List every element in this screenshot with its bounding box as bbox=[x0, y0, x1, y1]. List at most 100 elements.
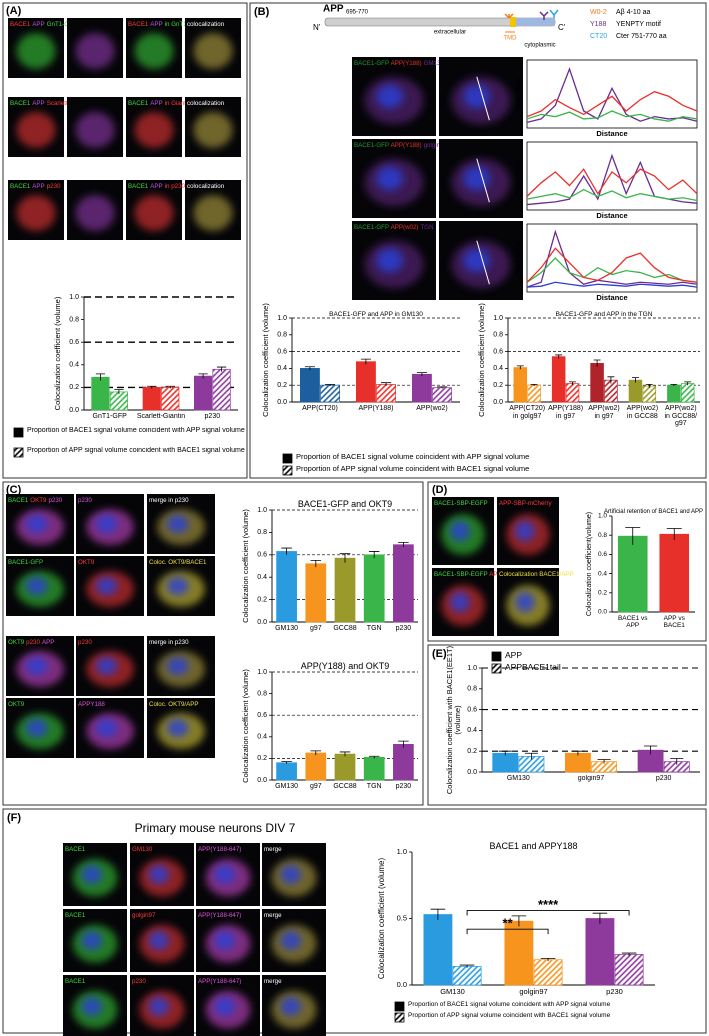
error-bar bbox=[339, 553, 351, 563]
image-label: APP(Y188-647) bbox=[198, 846, 241, 853]
x-tick-label: p230 bbox=[204, 413, 221, 420]
image-label: BACE1-SBP-EGFP bbox=[434, 500, 488, 507]
x-tick-label-box: GCC88 bbox=[333, 783, 356, 790]
image-label: APP(Y188-647) bbox=[198, 912, 241, 919]
bar bbox=[680, 383, 695, 403]
error-bar bbox=[592, 912, 608, 924]
app-diagram: APP 695-770 N' C' extracellular TMD cyto… bbox=[313, 4, 566, 49]
nucleus bbox=[81, 865, 103, 884]
image-label: OKT9 bbox=[8, 701, 25, 708]
label-part: TGN bbox=[420, 224, 433, 231]
legend-label: Proportion of APP signal volume coincide… bbox=[408, 1012, 611, 1019]
bar bbox=[659, 533, 690, 613]
y-axis-label-box: Colocalization coefficient (volume) bbox=[376, 857, 386, 980]
image-label: BACE1 bbox=[65, 912, 86, 919]
x-tick-label-box: GM130 bbox=[440, 988, 465, 996]
w02-marker bbox=[504, 13, 514, 19]
label-part: p230 bbox=[26, 639, 40, 646]
error-bar bbox=[368, 755, 380, 759]
x-tick-label-box: p230 bbox=[656, 775, 672, 782]
error-bar bbox=[511, 915, 527, 927]
x-axis-label: Distance bbox=[596, 211, 627, 220]
x-tick-label: golgin97 bbox=[577, 775, 605, 782]
y-tick-label: 0.2 bbox=[257, 596, 267, 603]
app-name: APP bbox=[323, 4, 344, 15]
label-part: APP(w02) bbox=[391, 224, 419, 231]
y-tick-label: 0.4 bbox=[493, 365, 503, 372]
label-part: BACE1 bbox=[128, 100, 149, 107]
label-part: APP bbox=[150, 21, 162, 28]
x-tick-label: GM130 bbox=[275, 783, 299, 790]
bar bbox=[551, 356, 566, 403]
label-part: in Giantin bbox=[165, 100, 192, 107]
y-tick-label: 0.4 bbox=[69, 362, 79, 369]
y-axis-label: Colocalization coefficient (volume) bbox=[240, 669, 250, 783]
error-bar bbox=[670, 758, 684, 765]
legend-swatch bbox=[13, 447, 24, 458]
y-axis-label-box: Colocalization coefficient (volume) bbox=[241, 509, 250, 623]
nucleus bbox=[25, 719, 48, 737]
bar bbox=[334, 557, 356, 623]
label-part: GM130 bbox=[132, 846, 153, 853]
y-tick-label: 0.0 bbox=[277, 399, 287, 406]
profile-line bbox=[526, 188, 698, 202]
label-part: APP bbox=[150, 183, 162, 190]
label-part: Coloc. OKT9/APP bbox=[149, 701, 199, 708]
legend-swatch bbox=[394, 1012, 405, 1023]
image-label: BACE1 APP GnT1-GFP bbox=[10, 21, 77, 28]
panel-label: (E) bbox=[432, 648, 447, 660]
cell-signal bbox=[134, 33, 174, 69]
bar bbox=[320, 384, 341, 403]
label-part: BACE1 bbox=[65, 846, 86, 853]
x-tick-label-box: APP(wo2) in GCC88 bbox=[627, 405, 659, 420]
legend-swatch bbox=[394, 1001, 405, 1012]
y-tick-label: 1.0 bbox=[277, 315, 287, 322]
neurons-title: Primary mouse neurons DIV 7 bbox=[135, 821, 296, 835]
scan-line bbox=[476, 76, 490, 121]
error-bar bbox=[281, 761, 292, 764]
y-tick-label: 1.0 bbox=[493, 315, 503, 322]
bar bbox=[504, 920, 534, 986]
image-label: APP-SBP-mCherry bbox=[499, 500, 553, 507]
panel-frame bbox=[249, 2, 707, 479]
label-part: p230 bbox=[78, 639, 92, 646]
bar bbox=[91, 376, 110, 411]
legend-swatch bbox=[282, 465, 293, 476]
image-label: GM130 bbox=[132, 846, 153, 853]
x-tick-label-box: APP(CT20) bbox=[302, 405, 338, 412]
label-part: GM130 bbox=[424, 60, 445, 67]
chart-title: BACE1-GFP and APP in GM130 bbox=[329, 310, 423, 318]
panel-label: (D) bbox=[432, 484, 448, 496]
label-part: OKT9 bbox=[8, 639, 25, 646]
x-tick-label-box: APP vs BACE1 bbox=[664, 615, 685, 629]
bar bbox=[565, 383, 580, 403]
significance-bracket bbox=[466, 910, 630, 916]
label-part: BACE1 bbox=[65, 978, 86, 985]
error-bar bbox=[666, 528, 682, 540]
significance-label: **** bbox=[538, 897, 559, 912]
nucleus bbox=[463, 166, 491, 191]
c-term: C' bbox=[558, 23, 566, 32]
tmd-block bbox=[510, 17, 516, 27]
error-bar bbox=[95, 373, 106, 381]
bar bbox=[299, 368, 320, 403]
nucleus bbox=[148, 931, 170, 950]
label-part: APP bbox=[150, 100, 162, 107]
panel-label: (C) bbox=[6, 484, 22, 496]
y-axis-label-box: Colocalization coefficient with BACE1(EE… bbox=[445, 646, 462, 794]
label-part: OKT9 bbox=[30, 497, 47, 504]
chart-title-box: APP(Y188) and OKT9 bbox=[301, 661, 390, 671]
y-tick-label: 0.2 bbox=[493, 382, 503, 389]
x-tick-label: p230 bbox=[395, 783, 412, 790]
plot-frame bbox=[526, 59, 698, 129]
y-axis-label: Colocalization coefficient (volume) bbox=[376, 857, 386, 980]
bar bbox=[564, 752, 591, 773]
panel-frame bbox=[2, 2, 248, 479]
bar bbox=[363, 554, 385, 623]
y-axis-label: Colocalization coefficient (volume) bbox=[476, 303, 486, 417]
x-tick-label: TGN bbox=[366, 625, 382, 632]
error-bar bbox=[571, 750, 585, 756]
bar bbox=[276, 762, 297, 781]
y-axis-label: Gray value bbox=[515, 159, 522, 193]
error-bar bbox=[304, 366, 315, 371]
